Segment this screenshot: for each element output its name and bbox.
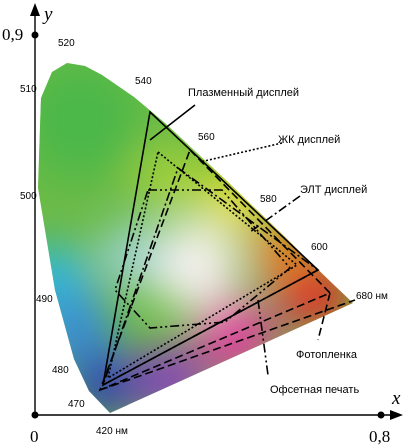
wl-label: 600 xyxy=(311,242,328,253)
device-label: Фотопленка xyxy=(296,349,358,361)
wl-label: 560 xyxy=(198,132,215,143)
wl-label: 580 xyxy=(260,194,277,205)
origin-dot xyxy=(31,411,39,419)
offset-gamut xyxy=(114,189,292,376)
wl-label: 490 xyxy=(36,294,53,305)
device-label: ЖК дисплей xyxy=(278,134,340,146)
device-labels: Плазменный дисплей ЖК дисплей ЭЛТ диспле… xyxy=(188,87,367,396)
y-end-dot xyxy=(31,31,39,39)
x-end-dot xyxy=(377,411,385,419)
wl-label: 500 xyxy=(20,191,37,202)
wl-label: 480 xyxy=(52,365,69,376)
y-end-label: 0,9 xyxy=(2,25,23,44)
axes xyxy=(34,6,400,416)
film-gamut xyxy=(98,148,356,392)
wl-label: 420 нм xyxy=(96,426,128,437)
wavelength-labels: 420 нм 470 480 490 500 510 520 540 560 5… xyxy=(20,38,388,437)
device-label: ЭЛТ дисплей xyxy=(300,184,367,196)
device-label: Офсетная печать xyxy=(270,384,359,396)
lcd-gamut xyxy=(106,142,299,380)
wl-label: 540 xyxy=(135,76,152,87)
gamut-lines xyxy=(98,104,356,392)
x-label: x xyxy=(391,388,401,409)
y-label: y xyxy=(42,4,53,25)
wl-label: 510 xyxy=(20,84,37,95)
x-end-label: 0,8 xyxy=(369,427,390,446)
origin-label: 0 xyxy=(30,427,39,446)
wl-label: 680 нм xyxy=(356,291,388,302)
wl-label: 470 xyxy=(68,399,85,410)
device-label: Плазменный дисплей xyxy=(188,87,299,99)
wl-label: 520 xyxy=(58,38,75,49)
